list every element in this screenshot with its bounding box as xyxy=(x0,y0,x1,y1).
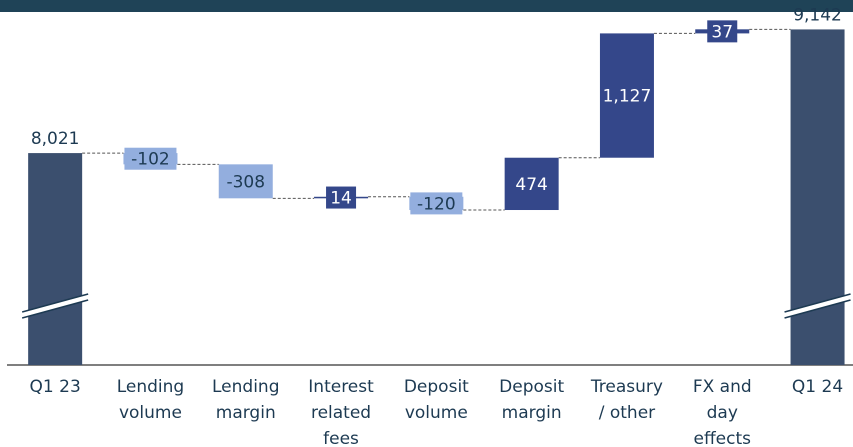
value-label: 1,127 xyxy=(603,87,652,107)
value-label: -102 xyxy=(131,150,170,170)
x-tick-label: fees xyxy=(323,429,359,447)
value-label: 8,021 xyxy=(31,129,80,149)
x-tick-label: Lending xyxy=(117,377,185,397)
x-tick-label: margin xyxy=(216,403,276,423)
axis-break xyxy=(22,294,89,318)
x-tick-label: Lending xyxy=(212,377,280,397)
x-tick-label: volume xyxy=(405,403,468,423)
x-tick-label: Q1 24 xyxy=(792,377,843,397)
value-label: 9,142 xyxy=(793,5,842,25)
x-tick-label: margin xyxy=(502,403,562,423)
bar xyxy=(28,153,83,365)
x-tick-label: day xyxy=(707,403,738,423)
x-tick-label: Deposit xyxy=(404,377,469,397)
x-tick-label: Treasury xyxy=(590,377,663,397)
axis-break xyxy=(784,294,851,318)
value-label: 37 xyxy=(711,22,733,42)
x-tick-label: FX and xyxy=(693,377,752,397)
label-background xyxy=(124,147,177,170)
x-tick-label: Q1 23 xyxy=(30,377,81,397)
value-label: -308 xyxy=(226,172,265,192)
axis-break-line xyxy=(21,299,89,319)
header-band xyxy=(0,0,853,12)
x-tick-label: effects xyxy=(694,429,752,447)
x-tick-label: Interest xyxy=(308,377,374,397)
value-label: -120 xyxy=(417,194,456,214)
axis-break-line xyxy=(784,293,851,313)
label-background xyxy=(707,20,738,43)
axis-break-line xyxy=(784,299,851,319)
x-tick-label: volume xyxy=(119,403,182,423)
x-tick-label: / other xyxy=(599,403,655,423)
x-tick-label: related xyxy=(311,403,371,423)
value-label: 14 xyxy=(330,189,352,209)
bar xyxy=(504,157,559,211)
bar xyxy=(599,33,654,158)
value-label: 474 xyxy=(515,175,547,195)
bar xyxy=(218,164,273,199)
x-tick-label: Deposit xyxy=(499,377,564,397)
label-background xyxy=(326,186,357,209)
label-background xyxy=(410,192,463,215)
axis-break-line xyxy=(21,293,89,313)
